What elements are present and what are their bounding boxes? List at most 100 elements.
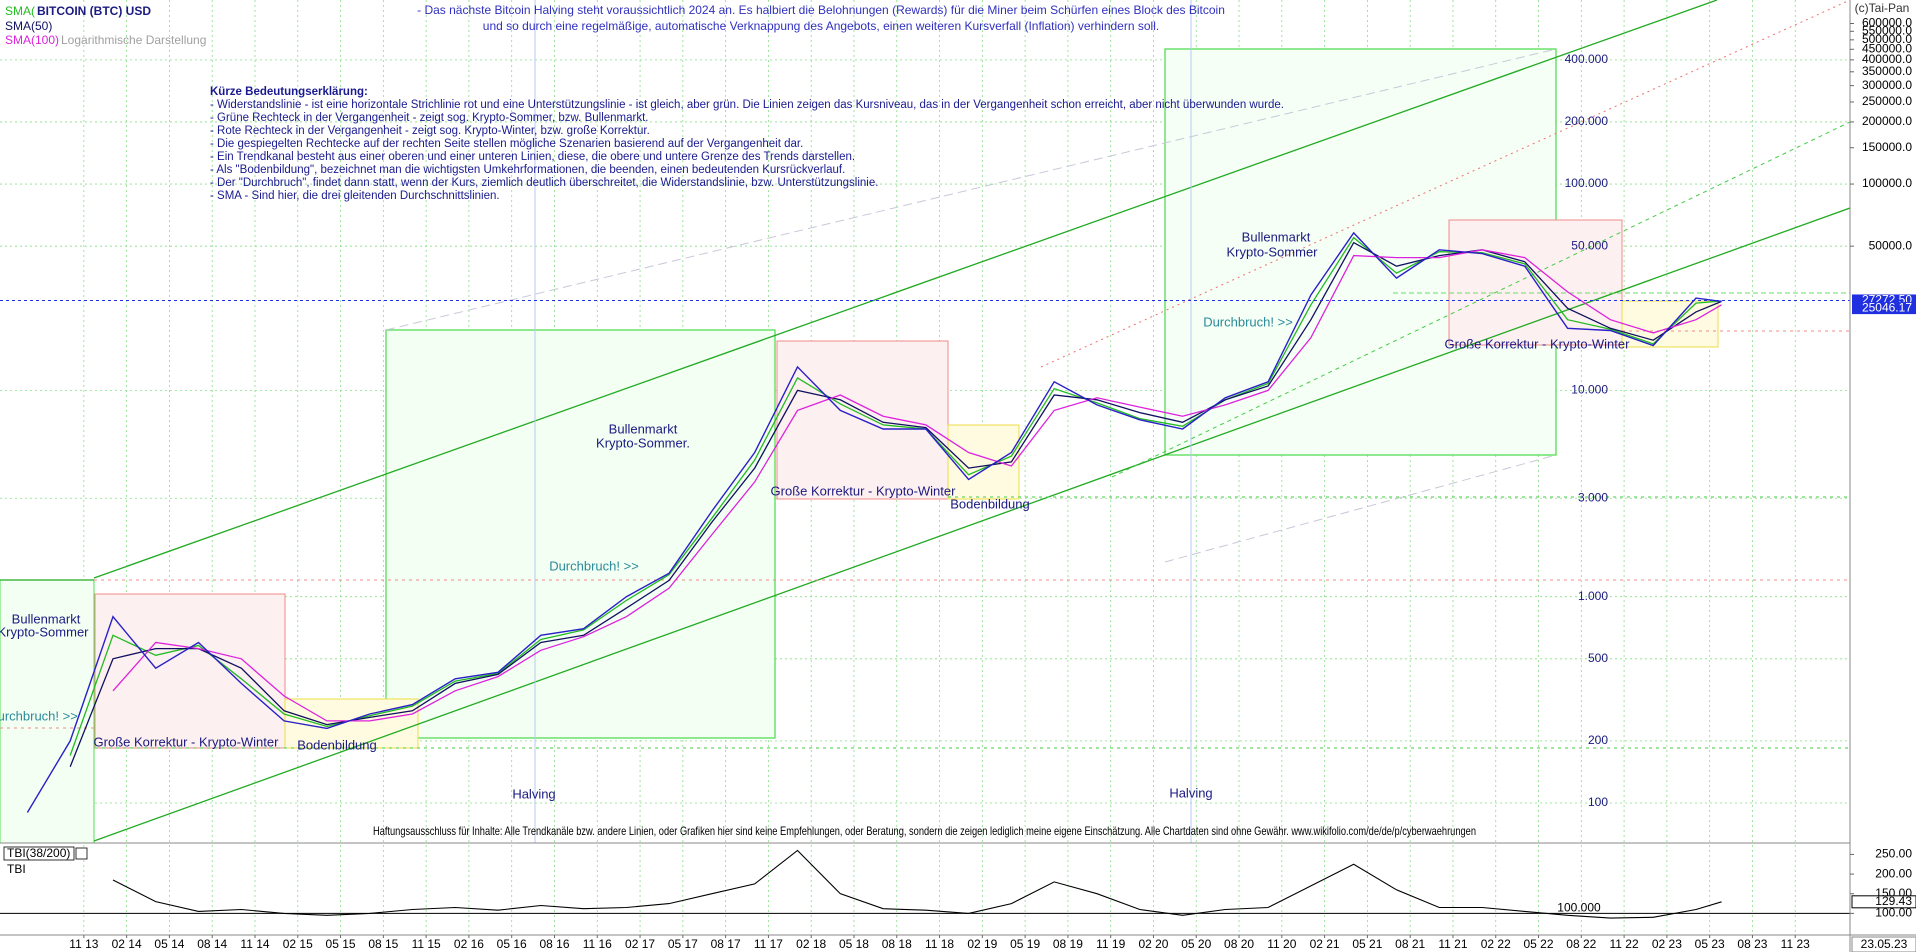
channel-guide [1164, 454, 1557, 563]
explanation-line: - Als "Bodenbildung", bezeichnet man die… [210, 164, 845, 176]
annotation: Große Korrektur - Krypto-Winter [1445, 336, 1631, 351]
x-tick-label: 05 20 [1181, 937, 1211, 951]
x-tick-label: 02 15 [283, 937, 313, 951]
explanation-line: - Widerstandslinie - ist eine horizontal… [210, 99, 1284, 111]
date-box [1851, 936, 1916, 952]
chart-title: BITCOIN (BTC) USD [37, 4, 151, 18]
annotation: Große Korrektur - Krypto-Winter [771, 483, 957, 498]
last-box [1851, 895, 1916, 909]
y-tick-label: 200.000 [1565, 114, 1609, 128]
x-tick-label: 08 17 [711, 937, 741, 951]
bull-box [0, 579, 95, 843]
explanation-line: - Die gespiegelten Rechtecke auf der rec… [210, 138, 803, 150]
y-tick-label: 10.000 [1571, 383, 1608, 397]
copyright: (c)Tai-Pan [1855, 1, 1910, 15]
x-tick-label: 11 17 [754, 937, 783, 951]
x-tick-label: 08 19 [1053, 937, 1083, 951]
y2-tick-label: 600000.0 [1862, 16, 1912, 30]
y2-tick-label: 200000.0 [1862, 114, 1912, 128]
x-tick-label: 02 22 [1481, 937, 1511, 951]
x-tick-label: 11 16 [583, 937, 612, 951]
legend-entry: SMA( [5, 4, 35, 18]
bear-box [94, 593, 286, 749]
x-tick-label: 08 16 [539, 937, 569, 951]
annotation: Bullenmarkt [12, 611, 81, 626]
data-line [112, 849, 1722, 919]
y-tick-label: 100 [1588, 795, 1608, 809]
panel-toggle[interactable] [75, 847, 88, 860]
y2-tick-label: 50000.0 [1869, 238, 1913, 252]
annotation: Bullenmarkt [1242, 229, 1311, 244]
y2-tick-label: 550000.0 [1862, 23, 1912, 37]
y-tick-label: 200.00 [1875, 866, 1912, 880]
y2-tick-label: 150000.0 [1862, 140, 1912, 154]
x-tick-label: 08 22 [1566, 937, 1596, 951]
annotation: Bodenbildung [297, 737, 377, 752]
x-tick-label: 02 14 [112, 937, 142, 951]
y2-tick-label: 500000.0 [1862, 32, 1912, 46]
x-tick-label: 02 19 [967, 937, 997, 951]
x-tick-label: 02 20 [1138, 937, 1168, 951]
annotation: Halving [1169, 785, 1212, 800]
y-tick-label: 1.000 [1578, 589, 1608, 603]
y-tick-label: 50.000 [1571, 238, 1608, 252]
x-tick-label: 11 13 [69, 937, 98, 951]
note: und so durch eine regelmäßige, automatis… [483, 19, 1159, 33]
y2-tick-label: 450000.0 [1862, 41, 1912, 55]
bottom-box [284, 698, 419, 749]
x-tick-label: 05 22 [1524, 937, 1554, 951]
data-line [26, 231, 1722, 813]
y-tick-label: 500 [1588, 651, 1608, 665]
x-tick-label: 05 14 [154, 937, 184, 951]
x-tick-label: 05 21 [1352, 937, 1382, 951]
y-tick-label: 100.00 [1875, 906, 1912, 920]
x-tick-label: 11 18 [925, 937, 954, 951]
annotation: Durchbruch! >> [0, 708, 78, 723]
x-tick-label: 11 21 [1438, 937, 1467, 951]
x-tick-label: 05 18 [839, 937, 869, 951]
tbi-plot: 100.000 [0, 849, 1850, 919]
disclaimer: Haftungsausschluss für Inhalte: Alle Tre… [373, 824, 1476, 838]
annotation: Durchbruch! >> [1203, 314, 1293, 329]
annotation: Bullenmarkt [609, 421, 678, 436]
x-tick-label: 11 15 [412, 937, 441, 951]
x-tick-label: 11 19 [1096, 937, 1125, 951]
x-tick-label: 11 22 [1610, 937, 1639, 951]
panel-title: TBI(38/200) [7, 846, 70, 860]
annotation: Große Korrektur - Krypto-Winter [94, 734, 280, 749]
annotation: Halving [512, 786, 555, 801]
y-tick-label: 400.000 [1565, 52, 1609, 66]
price-label: 25046.17 [1862, 300, 1912, 314]
x-tick-label: 02 17 [625, 937, 655, 951]
explanation-heading: Kürze Bedeutungserklärung: [210, 86, 368, 98]
explanation-line: - Rote Rechteck in der Vergangenheit - z… [210, 125, 650, 137]
explanation-line: - Grüne Rechteck in der Vergangenheit - … [210, 112, 648, 124]
y-tick-label: 3.000 [1578, 490, 1608, 504]
plot [0, 231, 1850, 813]
legend-entry: SMA(100) [5, 33, 59, 47]
level-label: 100.000 [1557, 901, 1601, 915]
annotation: Bodenbildung [950, 496, 1030, 511]
annotation: Krypto-Sommer [0, 624, 89, 639]
x-tick-label: 11 20 [1267, 937, 1296, 951]
last-label: 129.43 [1875, 894, 1912, 908]
x-tick-label: 05 15 [326, 937, 356, 951]
y-tick-label: 250.00 [1875, 847, 1912, 861]
explanation-line: - Ein Trendkanal besteht aus einer obere… [210, 151, 855, 163]
channel-guide [385, 48, 1557, 331]
x-tick-label: 02 16 [454, 937, 484, 951]
y-tick-label: 100.000 [1565, 176, 1609, 190]
x-tick-label: 02 18 [796, 937, 826, 951]
channel-guide [1111, 121, 1850, 478]
bull-box [385, 329, 776, 739]
trend-upper [93, 0, 1718, 579]
note: - Das nächste Bitcoin Halving steht vora… [417, 3, 1225, 17]
x-tick-label: 05 17 [668, 937, 698, 951]
x-tick-label: 05 16 [497, 937, 527, 951]
subtitle: Logarithmische Darstellung [61, 33, 206, 47]
x-tick-label: 08 20 [1224, 937, 1254, 951]
y2-tick-label: 300000.0 [1862, 78, 1912, 92]
x-tick-label: 11 23 [1781, 937, 1810, 951]
x-tick-label: 05 19 [1010, 937, 1040, 951]
price-box [1852, 302, 1916, 315]
